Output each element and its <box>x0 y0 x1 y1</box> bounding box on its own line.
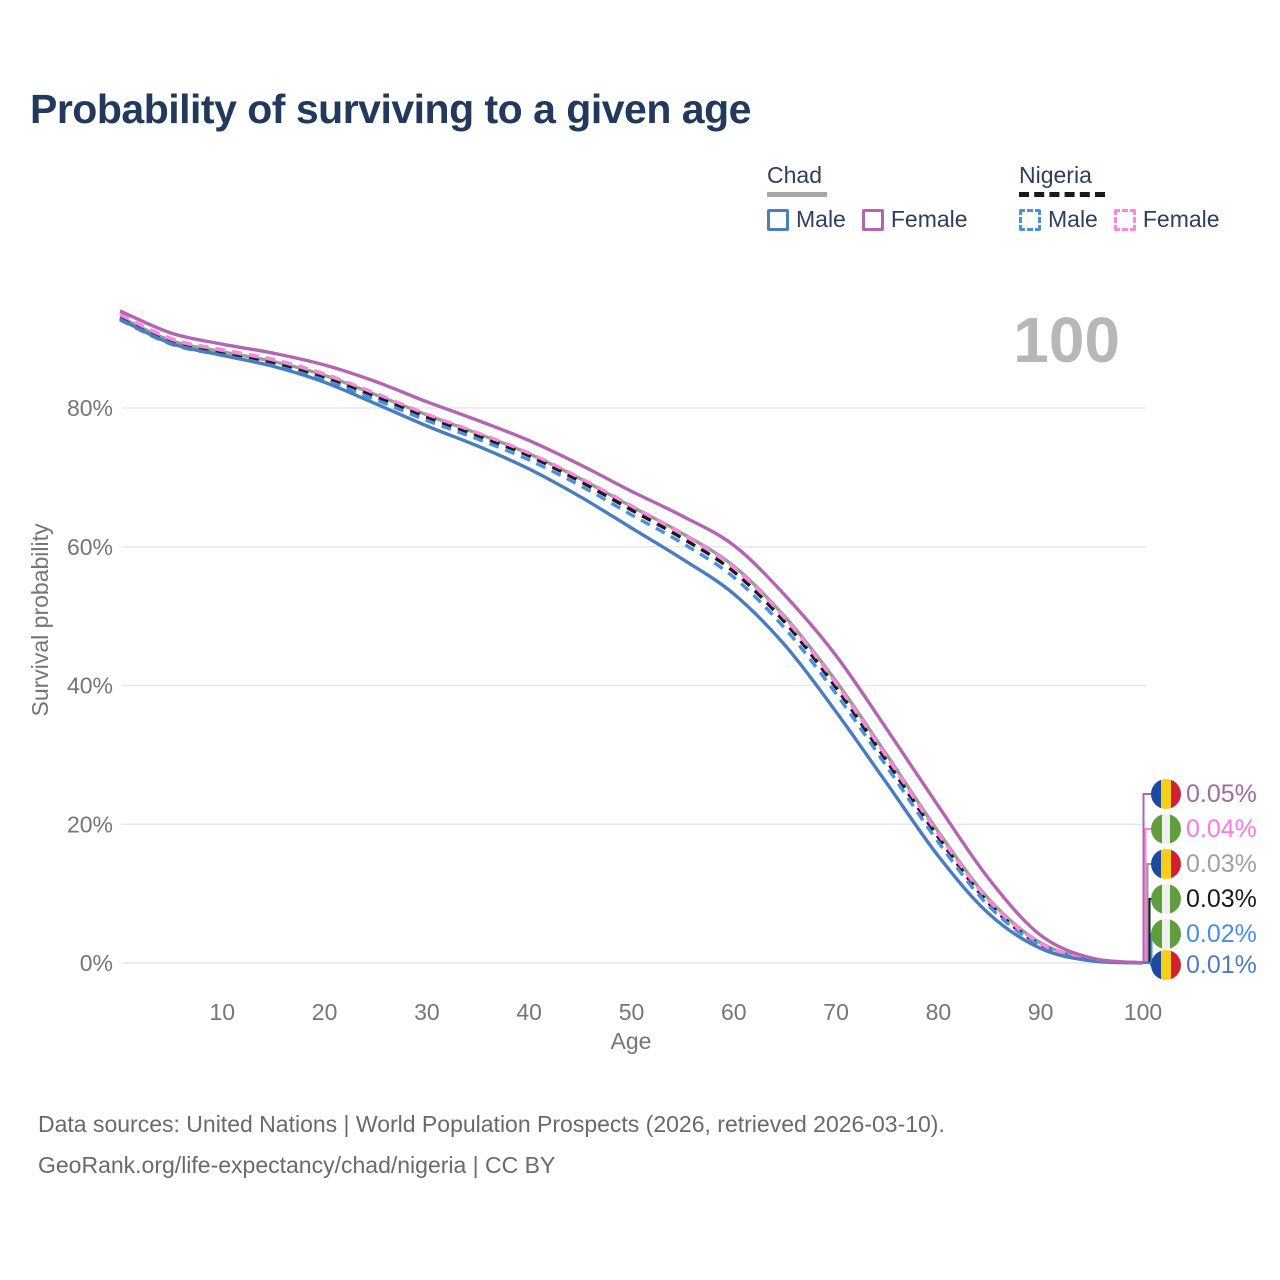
chad-male-swatch <box>767 208 789 231</box>
y-tick-label: 80% <box>67 395 113 421</box>
legend-item-chad-female[interactable]: Female <box>861 206 968 233</box>
x-tick-label: 70 <box>823 999 849 1025</box>
series-line-nigeria-male <box>119 318 1144 965</box>
y-tick-label: 20% <box>67 811 113 837</box>
legend-row-nigeria: Male Female <box>1019 206 1236 233</box>
y-tick-label: 60% <box>67 534 113 560</box>
nigeria-male-swatch <box>1019 208 1041 231</box>
y-tick-label: 0% <box>80 950 113 976</box>
x-tick-label: 100 <box>1124 999 1162 1025</box>
footer: Data sources: United Nations | World Pop… <box>38 1104 945 1186</box>
x-tick-label: 80 <box>926 999 952 1025</box>
legend-item-chad-male[interactable]: Male <box>767 206 846 233</box>
x-tick-label: 10 <box>210 999 236 1025</box>
footer-sources: Data sources: United Nations | World Pop… <box>38 1111 945 1137</box>
y-axis-title: Survival probability <box>27 523 53 717</box>
page-title: Probability of surviving to a given age <box>30 86 751 132</box>
x-tick-label: 60 <box>721 999 747 1025</box>
series-line-chad-male <box>119 317 1144 965</box>
nigeria-linestyle-swatch <box>1019 192 1105 197</box>
legend-group-chad: Chad Male Female <box>767 162 984 233</box>
legend-item-nigeria-male[interactable]: Male <box>1019 206 1098 233</box>
y-tick-label: 40% <box>67 673 113 699</box>
legend-country-chad: Chad <box>767 162 822 188</box>
legend-label: Female <box>1142 206 1220 232</box>
x-axis-title: Age <box>611 1028 652 1054</box>
x-tick-label: 30 <box>414 999 440 1025</box>
legend-label: Male <box>1048 206 1098 232</box>
x-tick-label: 20 <box>312 999 338 1025</box>
legend-row-chad: Male Female <box>767 206 984 233</box>
series-line-chad-female <box>119 309 1144 965</box>
x-tick-label: 40 <box>516 999 542 1025</box>
x-tick-label: 50 <box>619 999 645 1025</box>
series-line-chad-both-sexes <box>119 315 1144 965</box>
legend-group-nigeria: Nigeria Male Female <box>1019 162 1236 233</box>
series-line-nigeria-female <box>119 312 1144 965</box>
chad-female-swatch <box>861 208 884 231</box>
chad-linestyle-swatch <box>767 192 827 197</box>
nigeria-female-swatch <box>1113 208 1136 231</box>
footer-attribution: GeoRank.org/life-expectancy/chad/nigeria… <box>38 1152 556 1178</box>
legend-country-nigeria: Nigeria <box>1019 162 1092 188</box>
legend-item-nigeria-female[interactable]: Female <box>1113 206 1220 233</box>
legend-label: Male <box>796 206 846 232</box>
x-tick-label: 90 <box>1028 999 1054 1025</box>
series-line-nigeria-both-sexes <box>119 316 1144 965</box>
age-counter: 100 <box>1013 304 1120 376</box>
legend-label: Female <box>890 206 968 232</box>
leader-line-chad-male <box>1143 961 1152 966</box>
